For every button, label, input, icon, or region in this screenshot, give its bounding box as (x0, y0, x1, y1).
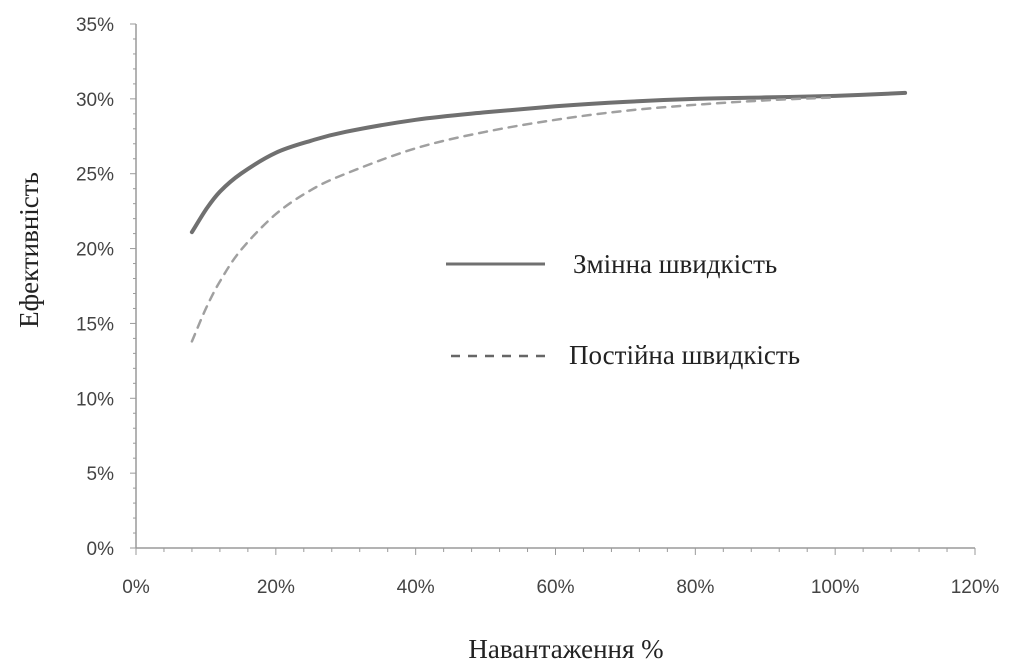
y-tick-label: 25% (76, 165, 114, 186)
legend-label-variable-speed: Змінна швидкість (573, 249, 777, 279)
y-tick-label: 30% (76, 90, 114, 111)
x-tick-label: 40% (397, 577, 435, 598)
y-tick-label: 15% (76, 314, 114, 335)
x-tick-label: 20% (257, 577, 295, 598)
x-axis-title: Навантаження % (468, 634, 663, 664)
x-tick-label: 100% (811, 577, 860, 598)
tick-labels: 0% 5% 10% 15% 20% 25% 30% 35% 0% 20% 40% 60% 80% 100%… (76, 15, 999, 598)
y-tick-label: 10% (76, 389, 114, 410)
x-tick-label: 60% (536, 577, 574, 598)
series-line-constant-speed (190, 96, 837, 343)
x-tick-label: 80% (676, 577, 714, 598)
y-tick-label: 5% (87, 464, 115, 485)
y-tick-label: 35% (76, 15, 114, 36)
y-axis-title: Ефективність (14, 172, 44, 328)
series-line-variable-speed (189, 90, 908, 235)
legend: Змінна швидкість Постійна швидкість (446, 249, 800, 370)
plot-area (189, 90, 908, 343)
legend-label-constant-speed: Постійна швидкість (569, 340, 800, 370)
y-tick-label: 20% (76, 240, 114, 261)
x-tick-label: 0% (122, 577, 150, 598)
x-tick-label: 120% (951, 577, 1000, 598)
y-tick-label: 0% (87, 539, 115, 560)
axes (130, 23, 976, 555)
